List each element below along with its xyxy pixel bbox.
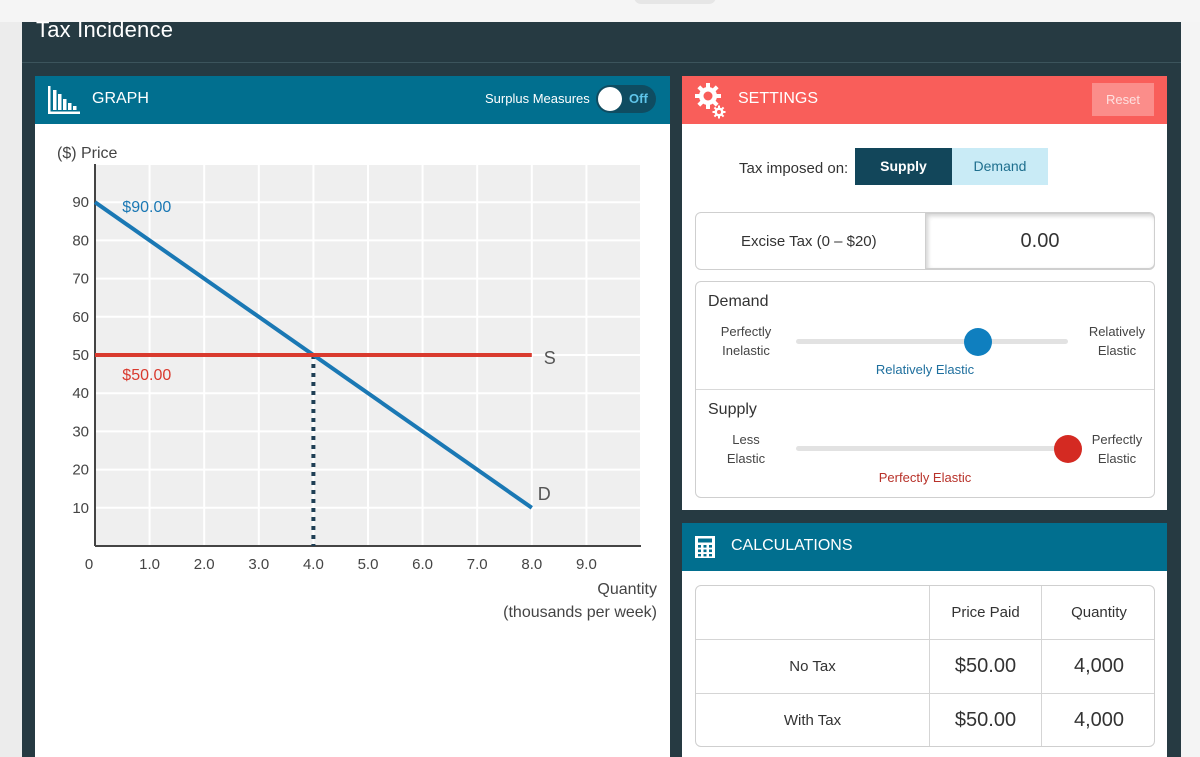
x-tick-label: 1.0 xyxy=(139,556,160,573)
tax-imposed-label: Tax imposed on: xyxy=(739,160,849,177)
supply-elasticity-value: Perfectly Elastic xyxy=(878,470,972,485)
settings-header: SETTINGS Reset xyxy=(682,76,1167,124)
x-tick-label: 6.0 xyxy=(412,556,433,573)
toggle-knob[interactable] xyxy=(598,87,622,111)
graph-panel: GRAPH Surplus Measures Off 10 20 30 40 50 60 7… xyxy=(35,76,670,757)
demand-right-label: Relatively Elastic xyxy=(1088,324,1146,358)
calculations-panel: CALCULATIONS Price Paid Quantity No Tax … xyxy=(682,523,1167,757)
y-tick-label: 40 xyxy=(72,385,89,402)
supply-elasticity-track[interactable] xyxy=(796,446,1068,451)
demand-left-label: Perfectly Inelastic xyxy=(720,324,772,358)
tax-on-supply-button[interactable]: Supply xyxy=(855,148,952,185)
calculations-header: CALCULATIONS xyxy=(682,523,1167,571)
surplus-measures-label: Surplus Measures xyxy=(485,91,590,106)
calculator-icon xyxy=(695,536,715,558)
x-tick-label: 7.0 xyxy=(467,556,488,573)
supply-curve-label: S xyxy=(544,348,556,368)
tax-incidence-chart: 10 20 30 40 50 60 70 80 90 0 1.0 2.0 3.0 4.0 5.0 6.0 7.… xyxy=(57,145,657,621)
y-tick-labels: 10 20 30 40 50 60 70 80 90 xyxy=(72,194,89,517)
settings-panel: SETTINGS Reset Tax imposed on: Supply De… xyxy=(682,76,1167,510)
calculations-table: Price Paid Quantity No Tax $50.00 4,000 … xyxy=(695,585,1155,747)
y-tick-label: 90 xyxy=(72,194,89,211)
calculations-title: CALCULATIONS xyxy=(731,537,853,554)
app-title: Tax Incidence xyxy=(36,17,174,42)
x-tick-label: 9.0 xyxy=(576,556,597,573)
toggle-state-text: Off xyxy=(629,91,648,106)
reset-button[interactable]: Reset xyxy=(1092,83,1154,116)
row-no-tax-label: No Tax xyxy=(789,658,836,675)
x-tick-label: 0 xyxy=(85,556,93,573)
demand-curve-label: D xyxy=(538,484,551,504)
right-gutter xyxy=(1181,22,1200,757)
bar-chart-icon xyxy=(48,86,80,114)
x-tick-label: 8.0 xyxy=(521,556,542,573)
demand-elasticity-value: Relatively Elastic xyxy=(875,362,975,377)
y-tick-label: 10 xyxy=(72,500,89,517)
graph-title: GRAPH xyxy=(92,90,149,107)
scroll-nub xyxy=(634,0,716,4)
table-header-quantity: Quantity xyxy=(1071,604,1127,621)
supply-section-title: Supply xyxy=(708,401,757,418)
row-no-tax-quantity: 4,000 xyxy=(1073,655,1125,677)
table-header-price-paid: Price Paid xyxy=(951,604,1020,621)
excise-tax-group: Excise Tax (0 – $20) xyxy=(695,212,1155,270)
y-tick-label: 80 xyxy=(72,232,89,249)
title-divider xyxy=(22,62,1181,63)
x-tick-label: 3.0 xyxy=(248,556,269,573)
equilibrium-price-label: $50.00 xyxy=(122,367,171,384)
x-tick-label: 4.0 xyxy=(303,556,324,573)
row-with-tax-price: $50.00 xyxy=(954,709,1017,731)
row-no-tax-price: $50.00 xyxy=(954,655,1017,677)
x-axis-label-line1: Quantity xyxy=(597,581,657,598)
table-header-blank xyxy=(696,586,929,639)
graph-header: GRAPH Surplus Measures Off xyxy=(35,76,670,124)
y-tick-label: 30 xyxy=(72,423,89,440)
demand-elasticity-track[interactable] xyxy=(796,339,1068,344)
browser-top-strip xyxy=(0,0,1200,22)
demand-section-title: Demand xyxy=(708,293,769,310)
x-axis-label-line2: (thousands per week) xyxy=(503,604,657,621)
supply-left-label: Less Elastic xyxy=(726,432,766,466)
y-tick-label: 20 xyxy=(72,462,89,479)
tax-on-demand-button[interactable]: Demand xyxy=(952,148,1048,185)
supply-elasticity-knob[interactable] xyxy=(1054,435,1082,463)
left-gutter xyxy=(0,22,22,757)
elasticity-sliders: Demand Perfectly Inelastic Relatively Elas… xyxy=(695,281,1155,498)
excise-tax-label: Excise Tax (0 – $20) xyxy=(741,233,877,250)
x-tick-label: 2.0 xyxy=(194,556,215,573)
sliders-divider xyxy=(696,389,1154,390)
x-tick-label: 5.0 xyxy=(358,556,379,573)
row-with-tax-quantity: 4,000 xyxy=(1073,709,1125,731)
demand-intercept-label: $90.00 xyxy=(122,199,171,216)
gear-icon xyxy=(695,83,726,119)
y-tick-label: 70 xyxy=(72,271,89,288)
surplus-measures-toggle[interactable]: Off xyxy=(596,85,656,113)
x-tick-labels: 0 1.0 2.0 3.0 4.0 5.0 6.0 7.0 8.0 9.0 xyxy=(85,556,597,573)
y-tick-label: 50 xyxy=(72,347,89,364)
settings-title: SETTINGS xyxy=(738,90,819,107)
y-tick-label: 60 xyxy=(72,309,89,326)
series-lines xyxy=(93,200,533,546)
demand-elasticity-knob[interactable] xyxy=(964,328,993,356)
row-with-tax-label: With Tax xyxy=(783,712,842,729)
supply-right-label: Perfectly Elastic xyxy=(1091,432,1143,466)
y-axis-label: ($) Price xyxy=(57,145,118,162)
excise-tax-input[interactable] xyxy=(925,213,1155,269)
